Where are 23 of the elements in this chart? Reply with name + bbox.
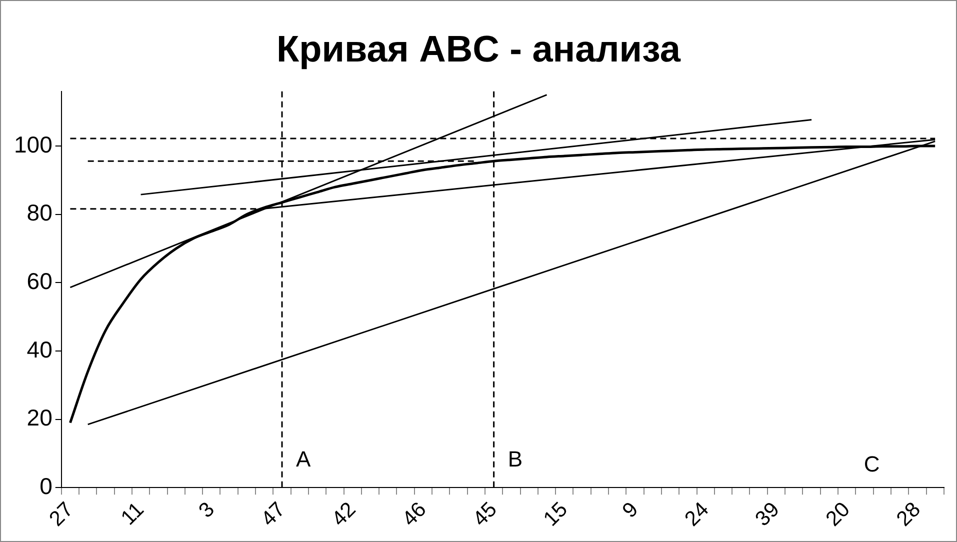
y-tick-label: 0 xyxy=(40,473,52,500)
x-tick-label: 46 xyxy=(398,498,431,531)
x-tick-label: 28 xyxy=(892,498,926,531)
chart-title: Кривая ABC - анализа xyxy=(276,28,681,70)
annotation: C xyxy=(864,452,880,477)
x-tick-label: 20 xyxy=(822,498,854,531)
x-tick-label: 39 xyxy=(751,498,784,531)
y-tick-label: 100 xyxy=(14,131,52,158)
x-tick-label: 11 xyxy=(116,498,148,530)
x-tick-label: 45 xyxy=(468,498,502,531)
annotation: A xyxy=(296,446,312,472)
y-tick-label: 40 xyxy=(26,336,52,362)
x-tick-label: 27 xyxy=(45,498,78,531)
y-tick-label: 60 xyxy=(26,268,52,294)
y-tick-label: 80 xyxy=(26,200,52,226)
x-tick-label: 47 xyxy=(256,498,290,531)
annotation: B xyxy=(508,446,523,472)
x-tick-label: 42 xyxy=(327,498,360,531)
y-tick-label: 20 xyxy=(26,404,52,431)
x-tick-label: 24 xyxy=(680,498,714,531)
x-tick-label: 15 xyxy=(539,498,572,531)
x-tick-label: 3 xyxy=(194,498,220,522)
x-tick-label: 9 xyxy=(618,498,643,522)
